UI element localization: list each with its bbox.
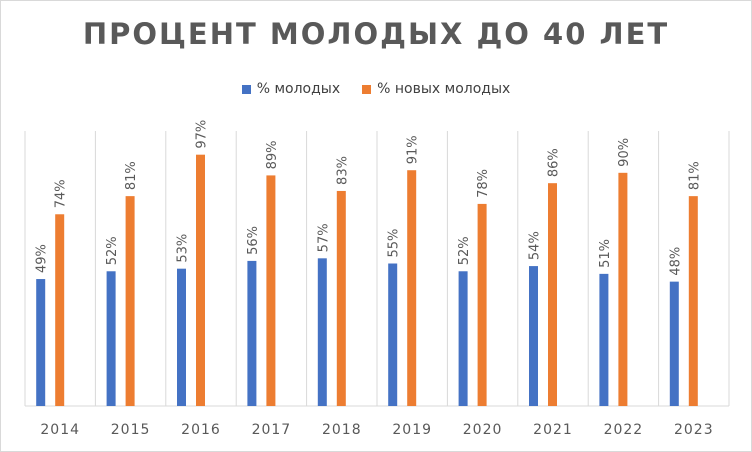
data-label-new-young-2021: 86% (547, 148, 562, 177)
data-label-new-young-2020: 78% (476, 169, 491, 198)
data-label-new-young-2023: 81% (687, 161, 702, 190)
bar-new-young-2021 (548, 183, 557, 406)
data-label-young-2019: 55% (387, 229, 402, 258)
bar-young-2016 (177, 268, 186, 406)
data-label-new-young-2016: 97% (195, 120, 210, 149)
x-tick-label-2016: 2016 (181, 422, 221, 438)
bar-young-2020 (458, 271, 468, 406)
legend-label-young: % молодых (256, 81, 341, 97)
bar-young-2014 (36, 279, 46, 406)
bar-young-2022 (599, 273, 609, 406)
chart-legend: % молодых % новых молодых (1, 81, 751, 97)
data-label-new-young-2019: 91% (406, 135, 421, 164)
bar-new-young-2018 (336, 190, 346, 406)
bar-young-2023 (669, 281, 679, 406)
chart-title: ПРОЦЕНТ МОЛОДЫХ ДО 40 ЛЕТ (82, 17, 670, 51)
bar-new-young-2014 (55, 214, 65, 406)
legend-item-young: % молодых (241, 81, 341, 97)
bar-young-2017 (247, 260, 257, 406)
legend-label-new-young: % новых молодых (377, 81, 511, 97)
x-tick-label-2017: 2017 (252, 422, 292, 438)
data-label-new-young-2018: 83% (335, 156, 350, 185)
data-label-young-2020: 52% (457, 236, 472, 265)
x-tick-label-2015: 2015 (111, 422, 151, 438)
x-tick-label-2021: 2021 (533, 422, 573, 438)
data-label-young-2023: 48% (668, 247, 683, 276)
bar-young-2021 (529, 266, 538, 406)
x-tick-label-2019: 2019 (392, 422, 432, 438)
bar-young-2018 (317, 258, 327, 406)
data-label-young-2014: 49% (35, 244, 50, 273)
bar-new-young-2015 (125, 196, 135, 406)
data-label-new-young-2022: 90% (617, 138, 632, 167)
data-label-new-young-2015: 81% (124, 161, 139, 190)
bar-new-young-2022 (618, 172, 628, 406)
x-tick-label-2014: 2014 (40, 422, 80, 438)
legend-swatch-new-young (362, 84, 372, 94)
data-label-young-2016: 53% (176, 234, 191, 263)
bar-young-2019 (388, 263, 398, 406)
data-label-young-2022: 51% (598, 239, 613, 268)
legend-swatch-young (241, 84, 251, 94)
x-tick-label-2023: 2023 (674, 422, 714, 438)
x-tick-label-2022: 2022 (604, 422, 644, 438)
data-label-young-2021: 54% (528, 231, 543, 260)
bar-new-young-2017 (266, 175, 276, 406)
x-tick-label-2018: 2018 (322, 422, 362, 438)
bar-new-young-2020 (477, 203, 487, 406)
data-label-young-2017: 56% (246, 226, 261, 255)
data-label-young-2015: 52% (105, 236, 120, 265)
data-label-new-young-2014: 74% (54, 179, 69, 208)
x-tick-label-2020: 2020 (463, 422, 503, 438)
data-label-young-2018: 57% (316, 223, 331, 252)
legend-item-new-young: % новых молодых (362, 81, 510, 97)
bar-new-young-2019 (407, 170, 417, 406)
data-label-new-young-2017: 89% (265, 141, 280, 170)
bar-new-young-2023 (688, 196, 698, 406)
bar-young-2015 (106, 271, 116, 406)
bar-new-young-2016 (196, 154, 205, 406)
